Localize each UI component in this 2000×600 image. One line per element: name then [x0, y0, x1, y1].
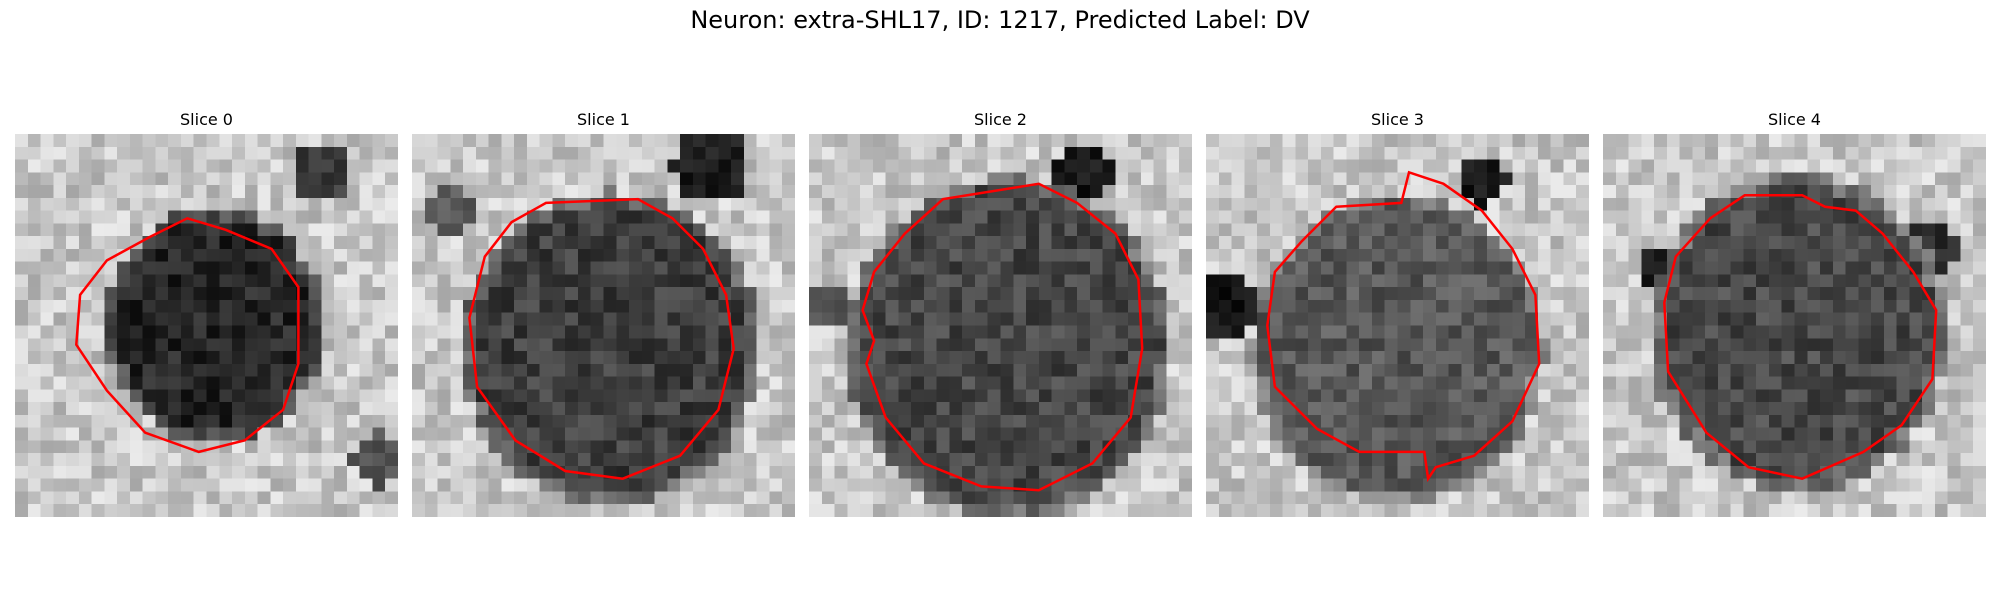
- figure-title: Neuron: extra-SHL17, ID: 1217, Predicted…: [690, 6, 1310, 34]
- slice-panel-4: Slice 4: [1603, 108, 1986, 517]
- slice-panel-3: Slice 3: [1206, 108, 1589, 517]
- slice-panel-2: Slice 2: [809, 108, 1192, 517]
- slice-image: [1206, 134, 1589, 517]
- segmentation-contour: [1266, 170, 1541, 483]
- slice-panel-1: Slice 1: [412, 108, 795, 517]
- contour-line: [1266, 170, 1541, 483]
- segmentation-contour: [861, 182, 1144, 492]
- slice-image: [809, 134, 1192, 517]
- contour-line: [1663, 194, 1938, 481]
- slice-title: Slice 0: [180, 110, 233, 129]
- slice-image: [1603, 134, 1986, 517]
- slice-panel-0: Slice 0: [15, 108, 398, 517]
- slice-title: Slice 3: [1371, 110, 1424, 129]
- slice-title: Slice 4: [1768, 110, 1821, 129]
- slice-title: Slice 1: [577, 110, 630, 129]
- segmentation-contour: [75, 216, 300, 454]
- contour-line: [75, 216, 300, 454]
- segmentation-contour: [468, 197, 735, 480]
- contour-line: [468, 197, 735, 480]
- segmentation-contour: [1663, 194, 1938, 481]
- contour-line: [861, 182, 1144, 492]
- slice-title: Slice 2: [974, 110, 1027, 129]
